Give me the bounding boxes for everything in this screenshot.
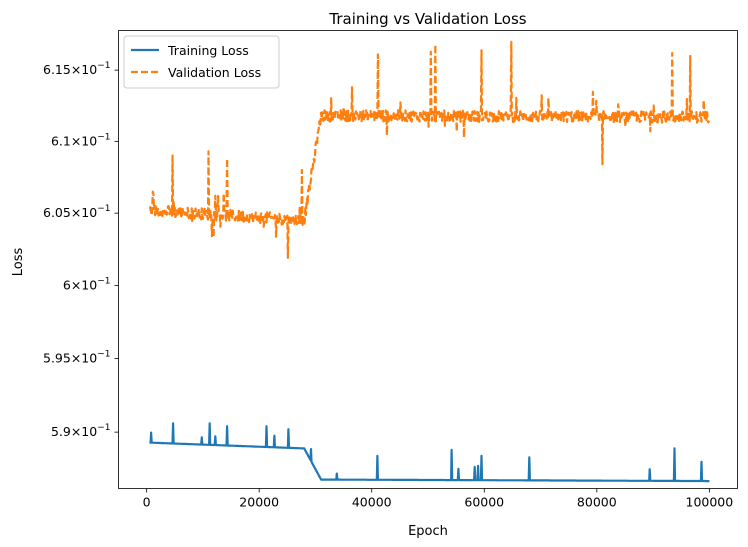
legend-label-validation: Validation Loss [168,65,261,80]
legend: Training Loss Validation Loss [123,35,280,89]
x-tick-label: 80000 [577,495,617,510]
validation-loss-line [148,40,711,259]
x-tick-label: 60000 [464,495,504,510]
x-tick-label: 20000 [239,495,279,510]
legend-box [123,35,280,89]
x-tick-label: 40000 [352,495,392,510]
plot-frame [118,30,738,489]
training-loss-line [148,422,710,483]
y-tick-label: 5.95×10−1 [43,350,111,366]
series-layer [148,40,711,483]
y-axis: 5.9×10−1 5.95×10−1 6×10−1 6.05×10−1 6.1×10−1… [43,61,119,439]
y-tick-label: 5.9×10−1 [51,423,111,439]
x-axis-label: Epoch [408,524,448,539]
legend-label-training: Training Loss [167,43,249,58]
x-tick-label: 100000 [686,495,734,510]
y-tick-label: 6.05×10−1 [43,204,111,220]
y-tick-label: 6×10−1 [63,277,111,293]
y-tick-label: 6.1×10−1 [51,132,111,148]
x-tick-label: 0 [143,495,151,510]
y-tick-label: 6.15×10−1 [43,61,111,77]
y-axis-label: Loss [11,248,26,277]
chart-title: Training vs Validation Loss [328,10,526,28]
x-axis: 0 20000 40000 60000 80000 100000 [143,488,734,510]
